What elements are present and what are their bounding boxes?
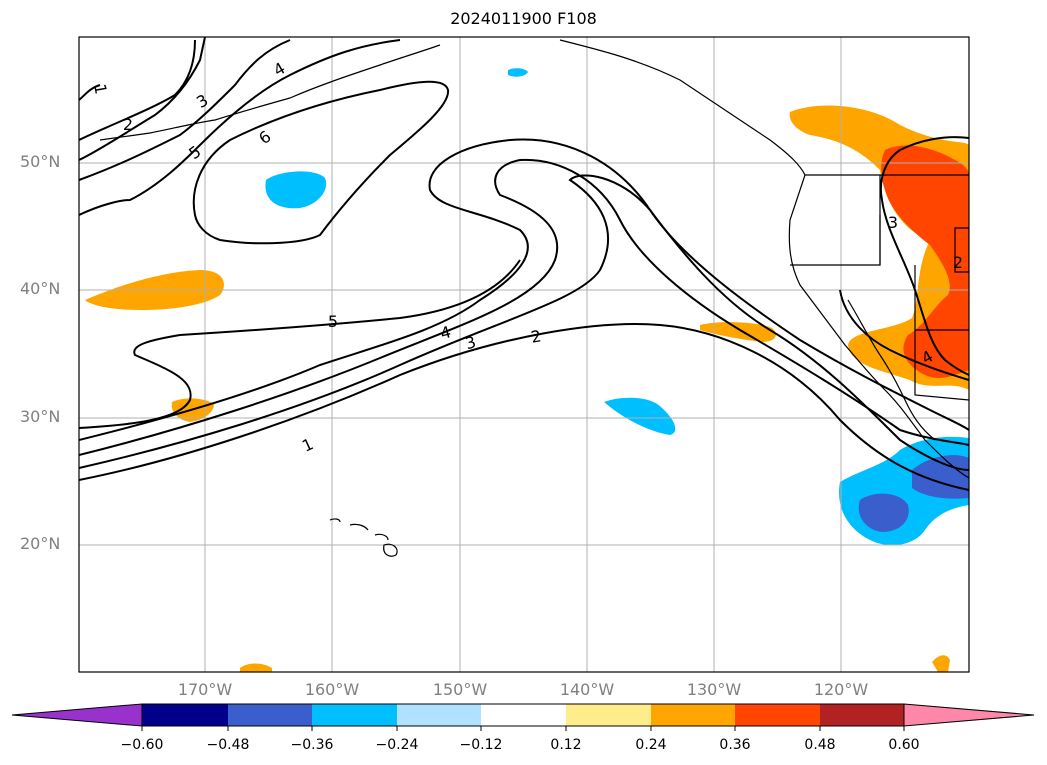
- colorbar-tick-label: 0.60: [888, 737, 920, 753]
- colorbar-swatch: [142, 704, 228, 726]
- colorbar: [11, 703, 1035, 731]
- contour-label: 3: [888, 213, 898, 232]
- negative-anomaly-small: [508, 68, 528, 77]
- positive-anomaly-mid: [700, 322, 776, 342]
- lon-label: 170°W: [177, 680, 233, 699]
- strong-negative-anomaly-mexico: [858, 493, 909, 532]
- colorbar-tick-label: −0.60: [120, 737, 164, 753]
- contour-label: 1: [90, 82, 110, 95]
- colorbar-tick-label: −0.36: [290, 737, 334, 753]
- colorbar-swatch: [820, 704, 904, 726]
- coastlines: [99, 39, 969, 557]
- colorbar-tick-label: 0.24: [635, 737, 667, 753]
- contour-label: 3: [463, 332, 478, 353]
- contour-label: 2: [529, 326, 542, 346]
- anomaly-shading: [85, 68, 969, 672]
- contour-label: 3: [193, 90, 211, 112]
- colorbar-swatch: [481, 704, 566, 726]
- plot-frame: [78, 36, 970, 673]
- colorbar-tick-label: −0.12: [459, 737, 503, 753]
- lon-label: 130°W: [686, 680, 742, 699]
- colorbar-extend-high: [903, 703, 1035, 727]
- colorbar-swatch: [312, 704, 397, 726]
- lat-label: 40°N: [20, 279, 61, 298]
- contour-label: 5: [185, 142, 204, 163]
- lon-label: 160°W: [304, 680, 360, 699]
- gridlines: [79, 37, 969, 672]
- contour-label: 4: [438, 322, 453, 343]
- colorbar-tick-label: 0.36: [719, 737, 751, 753]
- map-title: 2024011900 F108: [450, 9, 597, 28]
- strong-anomaly-nw-us: [881, 145, 969, 378]
- colorbar-swatch: [651, 704, 735, 726]
- colorbar-tick-label: 0.48: [804, 737, 836, 753]
- lon-label: 120°W: [813, 680, 869, 699]
- positive-anomaly-bottom: [240, 663, 272, 672]
- strong-negative-anomaly-coast: [912, 455, 969, 499]
- colorbar-swatch: [735, 704, 820, 726]
- positive-anomaly-bottom-right: [932, 655, 950, 672]
- lat-label: 50°N: [20, 152, 61, 171]
- map-plot-area: 1 2 3 4 5 6 4 5 3 2 3 2 4 1: [79, 37, 969, 672]
- contour-label: 1: [299, 434, 316, 456]
- lon-label: 140°W: [559, 680, 615, 699]
- contour-label: 2: [123, 115, 133, 134]
- colorbar-frame: [141, 703, 905, 727]
- colorbar-tick-label: 0.12: [550, 737, 582, 753]
- colorbar-tick-label: −0.24: [375, 737, 419, 753]
- lat-label: 20°N: [20, 534, 61, 553]
- colorbar-swatch: [566, 704, 651, 726]
- contour-label: 2: [953, 253, 963, 272]
- lon-label: 150°W: [432, 680, 488, 699]
- contour-lines: [79, 37, 969, 491]
- colorbar-tick-label: −0.48: [206, 737, 250, 753]
- colorbar-swatch: [397, 704, 481, 726]
- contour-label: 5: [328, 312, 338, 331]
- negative-anomaly-pacific: [265, 171, 327, 209]
- contour-label: 6: [255, 127, 274, 148]
- colorbar-extend-low: [11, 703, 143, 727]
- lat-label: 30°N: [20, 407, 61, 426]
- colorbar-swatch: [228, 704, 312, 726]
- negative-anomaly-mid: [604, 397, 676, 435]
